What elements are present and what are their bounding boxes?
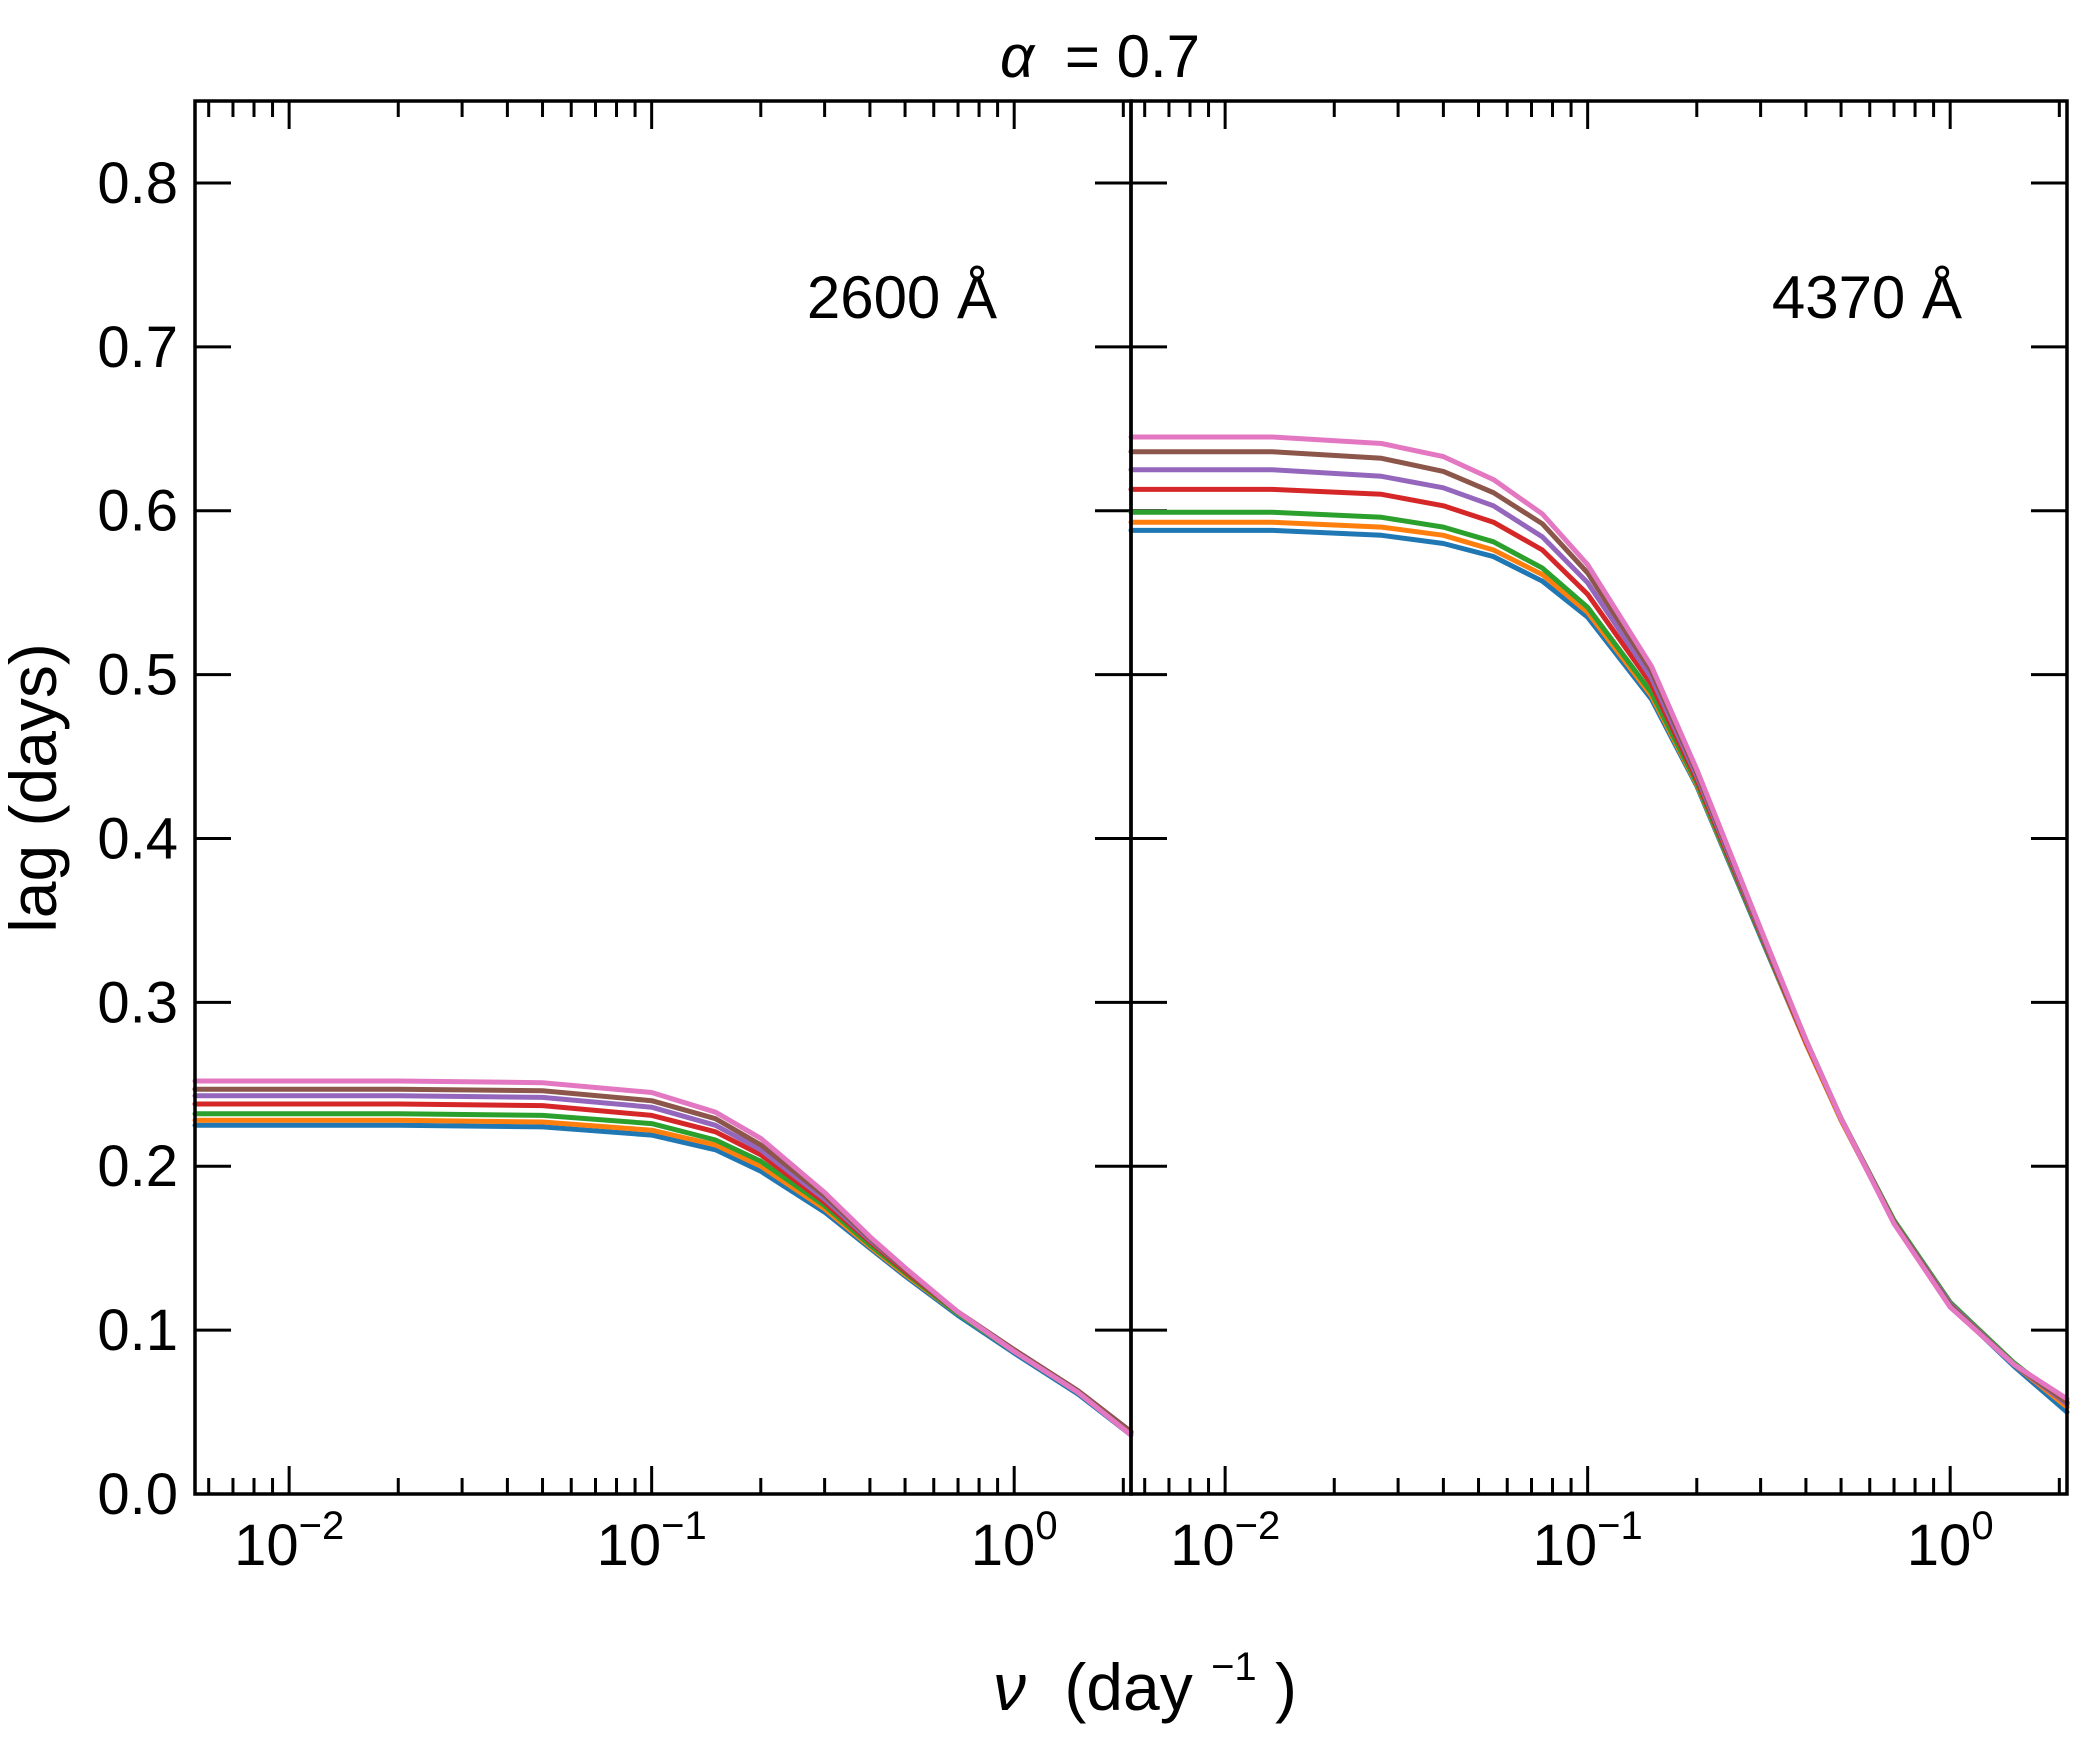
panel-left: 10−2 10−1 100 2600 Å [192, 101, 1134, 1578]
panel-right-frame [1129, 99, 2069, 1496]
x-tick-label: 10−1 [597, 1504, 707, 1578]
x-axis-unit: (day [1064, 1650, 1192, 1724]
x-tick-base: 10 [1533, 1513, 1598, 1578]
x-tick-label: 10−2 [1170, 1504, 1280, 1578]
panel-right-ticks: 10−2 10−1 100 [1131, 101, 2067, 1578]
y-tick-label: 0.0 [97, 1462, 178, 1527]
y-tick-label: 0.7 [97, 315, 178, 380]
title-value: = 0.7 [1065, 23, 1200, 90]
y-tick-label: 0.4 [97, 806, 178, 871]
series-line-purple [192, 1093, 1134, 1435]
x-tick-exponent: −2 [1235, 1504, 1281, 1548]
series-line-blue [1128, 527, 2070, 1415]
series-line-pink [1128, 434, 2070, 1402]
series-line-brown [1128, 449, 2070, 1405]
series-line-green [192, 1111, 1134, 1436]
chart-title: α = 0.7 [1000, 23, 1200, 90]
y-tick-label: 0.3 [97, 970, 178, 1035]
x-tick-base: 10 [1170, 1513, 1235, 1578]
x-tick-exponent: −1 [661, 1504, 707, 1548]
y-tick-label: 0.8 [97, 151, 178, 216]
x-tick-base: 10 [234, 1513, 299, 1578]
panel-right-label: 4370 Å [1772, 264, 1962, 331]
title-symbol: α [1000, 23, 1036, 90]
x-tick-label: 10−1 [1533, 1504, 1643, 1578]
series-line-blue [192, 1122, 1134, 1438]
x-tick-exponent: −2 [299, 1504, 345, 1548]
x-axis-symbol: ν [993, 1650, 1026, 1724]
y-tick-label: 0.2 [97, 1134, 178, 1199]
x-axis-exponent: −1 [1211, 1645, 1257, 1689]
x-axis-title: ν (day −1 ) [993, 1620, 1297, 1724]
y-tick-label: 0.6 [97, 479, 178, 544]
x-tick-exponent: −1 [1597, 1504, 1643, 1548]
x-tick-label: 10−2 [234, 1504, 344, 1578]
x-tick-label: 100 [971, 1504, 1058, 1578]
y-axis-title: lag (days) [0, 643, 70, 933]
panel-left-ticks: 10−2 10−1 100 [195, 101, 1131, 1578]
series-line-orange [192, 1117, 1134, 1436]
panel-left-series [192, 1078, 1134, 1438]
x-tick-label: 100 [1907, 1504, 1994, 1578]
panel-right-series [1128, 434, 2070, 1415]
panel-left-label: 2600 Å [807, 264, 997, 331]
x-axis-close: ) [1275, 1650, 1297, 1724]
series-line-brown [192, 1086, 1134, 1435]
x-tick-exponent: 0 [1971, 1504, 1993, 1548]
series-line-pink [192, 1078, 1134, 1438]
x-tick-exponent: 0 [1035, 1504, 1057, 1548]
y-tick-labels: 0.0 0.1 0.2 0.3 0.4 0.5 0.6 0.7 0.8 [97, 151, 178, 1527]
panel-right: 10−2 10−1 100 4370 Å [1128, 101, 2070, 1578]
x-tick-base: 10 [597, 1513, 662, 1578]
x-tick-base: 10 [971, 1513, 1036, 1578]
y-tick-label: 0.5 [97, 643, 178, 708]
series-line-red [192, 1101, 1134, 1435]
y-tick-label: 0.1 [97, 1298, 178, 1363]
x-tick-base: 10 [1907, 1513, 1972, 1578]
